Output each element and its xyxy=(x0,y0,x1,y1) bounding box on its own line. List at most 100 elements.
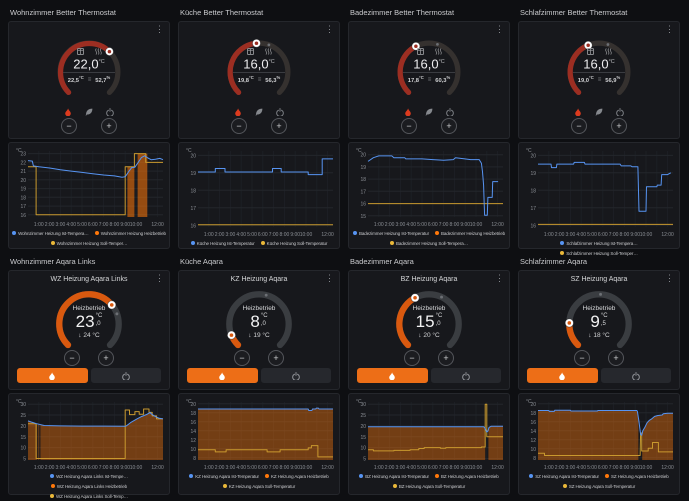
panel-title[interactable]: SZ Heizung Aqara xyxy=(570,276,628,283)
decrease-temp-button[interactable]: − xyxy=(574,350,590,366)
eco-mode-icon[interactable] xyxy=(85,108,93,116)
legend-item[interactable]: Wohnzimmer Heizung Ist-Tempera… xyxy=(12,228,89,238)
legend-item[interactable]: WZ Heizung Aqara Links Ist-Tempe… xyxy=(50,471,128,481)
panel-title[interactable]: KZ Heizung Aqara xyxy=(230,276,288,283)
svg-text:19: 19 xyxy=(20,187,26,193)
legend-item[interactable]: SZ Heizung Aqara Soll-Temperatur xyxy=(562,481,635,491)
svg-text:5:00: 5:00 xyxy=(77,222,87,228)
svg-text:6:00: 6:00 xyxy=(257,232,267,238)
external-temperature: 17,8°C xyxy=(407,75,424,85)
thermostat-readout: 16,0°C 19,8°C ≡ 56,3% xyxy=(179,37,339,107)
svg-text:2:00: 2:00 xyxy=(554,232,564,238)
panel-menu-icon[interactable]: ⋮ xyxy=(155,273,164,283)
row-title[interactable]: Badezimmer Better Thermostat xyxy=(350,8,455,17)
panel-menu-icon[interactable]: ⋮ xyxy=(495,273,504,283)
legend-item[interactable]: Wohnzimmer Heizung Heizbetrieb xyxy=(94,228,166,238)
panel-menu-icon[interactable]: ⋮ xyxy=(495,24,504,34)
increase-temp-button[interactable]: + xyxy=(441,118,457,134)
legend-item[interactable]: KZ Heizung Aqara Heizbetrieb xyxy=(264,471,329,481)
svg-text:18: 18 xyxy=(360,177,366,183)
panel-title[interactable]: BZ Heizung Aqara xyxy=(400,276,458,283)
legend-item[interactable]: Badezimmer Heizung Heizbetrieb xyxy=(434,228,505,238)
legend-item[interactable]: Schlafzimmer Heizung Soll-Temper… xyxy=(560,248,638,258)
decrease-temp-button[interactable]: − xyxy=(234,350,250,366)
panel-menu-icon[interactable]: ⋮ xyxy=(665,24,674,34)
legend-item[interactable]: Wohnzimmer Heizung Soll-Temper… xyxy=(50,238,128,248)
temperature-steppers: − + xyxy=(9,350,169,366)
increase-temp-button[interactable]: + xyxy=(101,118,117,134)
better-thermostat-card: ⋮ 22,0°C 22,5°C ≡ 52,7% xyxy=(8,21,170,139)
heat-mode-icon[interactable] xyxy=(404,108,412,116)
power-off-icon[interactable] xyxy=(276,108,284,116)
increase-temp-button[interactable]: + xyxy=(268,350,284,366)
chart-plot: °C 8 10 12 14 16 18 20 1:00 2:00 3:00 4:00 5:00 6:00 7… xyxy=(186,399,334,471)
svg-text:7:00: 7:00 xyxy=(268,465,278,471)
power-off-button[interactable] xyxy=(90,368,161,383)
increase-temp-button[interactable]: + xyxy=(438,350,454,366)
svg-text:8:00: 8:00 xyxy=(109,222,119,228)
panel-menu-icon[interactable]: ⋮ xyxy=(325,24,334,34)
heat-mode-icon[interactable] xyxy=(574,108,582,116)
row-title[interactable]: Badezimmer Aqara xyxy=(350,257,414,266)
heat-mode-button[interactable] xyxy=(187,368,258,383)
temperature-steppers: − + xyxy=(519,118,679,134)
power-off-button[interactable] xyxy=(260,368,331,383)
power-off-icon[interactable] xyxy=(106,108,114,116)
legend-item[interactable]: Badezimmer Heizung Ist-Temperatur xyxy=(352,228,429,238)
legend-item[interactable]: KZ Heizung Aqara Soll-Temperatur xyxy=(222,481,295,491)
eco-mode-icon[interactable] xyxy=(255,108,263,116)
panel-title[interactable]: WZ Heizung Aqara Links xyxy=(50,276,128,283)
heat-mode-button[interactable] xyxy=(17,368,88,383)
heat-mode-button[interactable] xyxy=(527,368,598,383)
svg-text:10:00: 10:00 xyxy=(639,232,652,238)
legend-item[interactable]: Badezimmer Heizung Soll-Tempera… xyxy=(389,238,468,248)
eco-mode-icon[interactable] xyxy=(425,108,433,116)
legend-item[interactable]: SZ Heizung Aqara Ist-Temperatur xyxy=(529,471,599,481)
heat-mode-button[interactable] xyxy=(357,368,428,383)
row-title[interactable]: Schlafzimmer Better Thermostat xyxy=(520,8,628,17)
legend-item[interactable]: BZ Heizung Aqara Heizbetrieb xyxy=(434,471,499,481)
panel-menu-icon[interactable]: ⋮ xyxy=(325,273,334,283)
power-off-icon[interactable] xyxy=(446,108,454,116)
legend-item[interactable]: Schlafzimmer Heizung Ist-Tempera… xyxy=(560,238,638,248)
row-title[interactable]: Schlafzimmer Aqara xyxy=(520,257,588,266)
svg-text:20: 20 xyxy=(190,153,196,159)
legend-item[interactable]: BZ Heizung Aqara Soll-Temperatur xyxy=(392,481,465,491)
decrease-temp-button[interactable]: − xyxy=(571,118,587,134)
row-title[interactable]: Küche Better Thermostat xyxy=(180,8,264,17)
svg-text:14: 14 xyxy=(190,429,196,435)
thermostat-gauge xyxy=(57,40,121,96)
legend-item[interactable]: WZ Heizung Aqara Links Heizbetrieb xyxy=(50,481,127,491)
heat-mode-icon[interactable] xyxy=(64,108,72,116)
decrease-temp-button[interactable]: − xyxy=(404,350,420,366)
power-icon xyxy=(462,371,470,380)
decimal-label: ,0 xyxy=(95,320,101,327)
eco-mode-icon[interactable] xyxy=(595,108,603,116)
panel-menu-icon[interactable]: ⋮ xyxy=(665,273,674,283)
panel-header: KZ Heizung Aqara xyxy=(179,271,339,283)
increase-temp-button[interactable]: + xyxy=(611,118,627,134)
legend-item[interactable]: KZ Heizung Aqara Ist-Temperatur xyxy=(189,471,259,481)
decrease-temp-button[interactable]: − xyxy=(231,118,247,134)
svg-text:10:00: 10:00 xyxy=(129,465,142,471)
row-title[interactable]: Wohnzimmer Aqara Links xyxy=(10,257,96,266)
row-title[interactable]: Küche Aqara xyxy=(180,257,223,266)
power-off-button[interactable] xyxy=(600,368,671,383)
heat-mode-icon[interactable] xyxy=(234,108,242,116)
legend-item[interactable]: SZ Heizung Aqara Heizbetrieb xyxy=(604,471,669,481)
panel-menu-icon[interactable]: ⋮ xyxy=(155,24,164,34)
increase-temp-button[interactable]: + xyxy=(98,350,114,366)
legend-item[interactable]: BZ Heizung Aqara Ist-Temperatur xyxy=(359,471,429,481)
decrease-temp-button[interactable]: − xyxy=(401,118,417,134)
row-title[interactable]: Wohnzimmer Better Thermostat xyxy=(10,8,117,17)
decrease-temp-button[interactable]: − xyxy=(64,350,80,366)
increase-temp-button[interactable]: + xyxy=(608,350,624,366)
legend-item[interactable]: WZ Heizung Aqara Links Soll-Temp… xyxy=(50,491,128,501)
increase-temp-button[interactable]: + xyxy=(271,118,287,134)
power-off-icon[interactable] xyxy=(616,108,624,116)
svg-text:9:00: 9:00 xyxy=(290,465,300,471)
decrease-temp-button[interactable]: − xyxy=(61,118,77,134)
legend-item[interactable]: Küche Heizung Soll-Temperatur xyxy=(260,238,327,248)
power-off-button[interactable] xyxy=(430,368,501,383)
legend-item[interactable]: Küche Heizung Ist-Temperatur xyxy=(190,238,255,248)
